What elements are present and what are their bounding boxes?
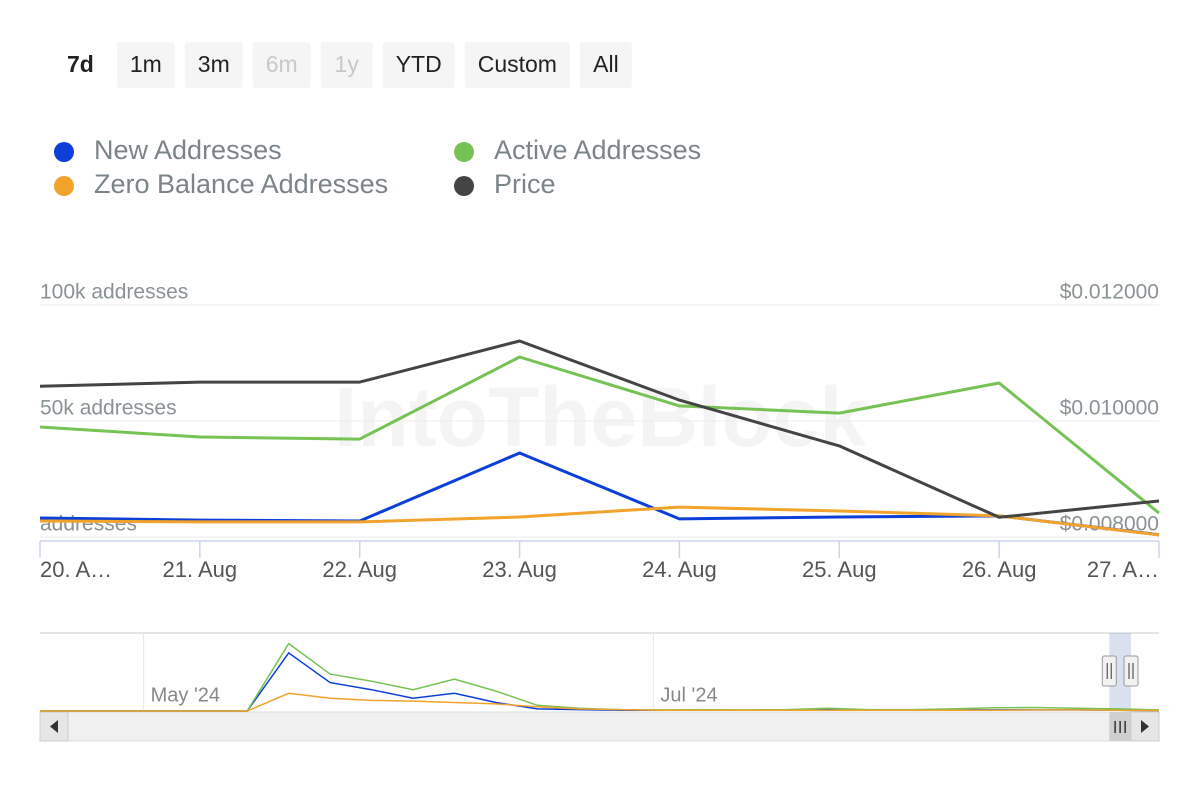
legend-marker: [454, 176, 474, 196]
y-tick-label: 100k addresses: [40, 281, 188, 304]
x-tick-label: 27. A…: [1087, 557, 1159, 582]
range-button-label: All: [593, 51, 619, 77]
series-line: [39, 355, 1160, 515]
legend-marker: [454, 142, 474, 162]
range-button[interactable]: 7d: [54, 42, 107, 88]
navigator-handle-box: [1101, 655, 1117, 687]
range-button-bg: [579, 42, 632, 88]
scroll-left-arrow: [50, 720, 58, 733]
y-tick-label: addresses: [40, 513, 137, 536]
x-tick-label: 21. Aug: [163, 557, 238, 582]
legend-label: Zero Balance Addresses: [94, 169, 388, 199]
scrollbar-track[interactable]: [39, 711, 1160, 742]
range-button[interactable]: 1m: [116, 42, 175, 88]
legend-marker: [54, 142, 74, 162]
range-button[interactable]: YTD: [382, 42, 455, 88]
x-tick-label: 22. Aug: [322, 557, 397, 582]
x-tick-label: 25. Aug: [802, 557, 877, 582]
navigator-handle-box: [1123, 655, 1139, 687]
range-button[interactable]: Custom: [464, 42, 570, 88]
legend-label: Active Addresses: [494, 135, 701, 165]
legend-item[interactable]: Active Addresses: [454, 135, 701, 165]
range-button-bg: [184, 42, 243, 88]
x-tick-label: 26. Aug: [962, 557, 1037, 582]
range-button: 6m: [252, 42, 311, 88]
range-button-label: 1y: [335, 51, 360, 77]
range-button-bg: [382, 42, 455, 88]
scrollbar-grip: [1114, 721, 1126, 733]
y-tick-label: 50k addresses: [40, 397, 177, 420]
legend-item[interactable]: Price: [454, 169, 556, 199]
y2-tick-label: $0.012000: [1060, 281, 1159, 304]
navigator-selection: [1109, 633, 1131, 711]
legend-item[interactable]: New Addresses: [54, 135, 282, 165]
range-button-label: 3m: [198, 51, 230, 77]
navigator-handle[interactable]: [1123, 655, 1139, 687]
navigator-handle-grip: [1106, 663, 1112, 679]
watermark: IntoTheBlock: [334, 370, 866, 464]
range-button-label: 7d: [67, 51, 94, 77]
navigator-tick-label: May '24: [151, 684, 220, 706]
range-button-bg: [464, 42, 570, 88]
x-tick-label: 24. Aug: [642, 557, 717, 582]
range-button-bg: [54, 42, 107, 88]
range-button-label: Custom: [478, 51, 557, 77]
series-line: [39, 339, 1160, 519]
legend-label: Price: [494, 169, 556, 199]
legend-item[interactable]: Zero Balance Addresses: [54, 169, 388, 199]
navigator-tick-label: Jul '24: [660, 684, 717, 706]
series-line: [39, 505, 1160, 537]
range-button-label: 1m: [130, 51, 162, 77]
x-tick-label: 23. Aug: [482, 557, 557, 582]
range-button-label: 6m: [266, 51, 298, 77]
range-button[interactable]: 3m: [184, 42, 243, 88]
range-button-label: YTD: [396, 51, 442, 77]
navigator-handle-grip: [1128, 663, 1134, 679]
navigator-line: [40, 692, 1160, 712]
scroll-right-arrow: [1141, 720, 1149, 733]
legend-label: New Addresses: [94, 135, 282, 165]
range-button[interactable]: All: [579, 42, 632, 88]
range-button-bg: [320, 42, 373, 88]
legend-marker: [54, 176, 74, 196]
y2-tick-label: $0.008000: [1060, 513, 1159, 536]
range-button-bg: [116, 42, 175, 88]
y2-tick-label: $0.010000: [1060, 397, 1159, 420]
x-tick-label: 20. A…: [40, 557, 112, 582]
navigator-handle[interactable]: [1101, 655, 1117, 687]
range-button-bg: [252, 42, 311, 88]
range-button: 1y: [320, 42, 373, 88]
